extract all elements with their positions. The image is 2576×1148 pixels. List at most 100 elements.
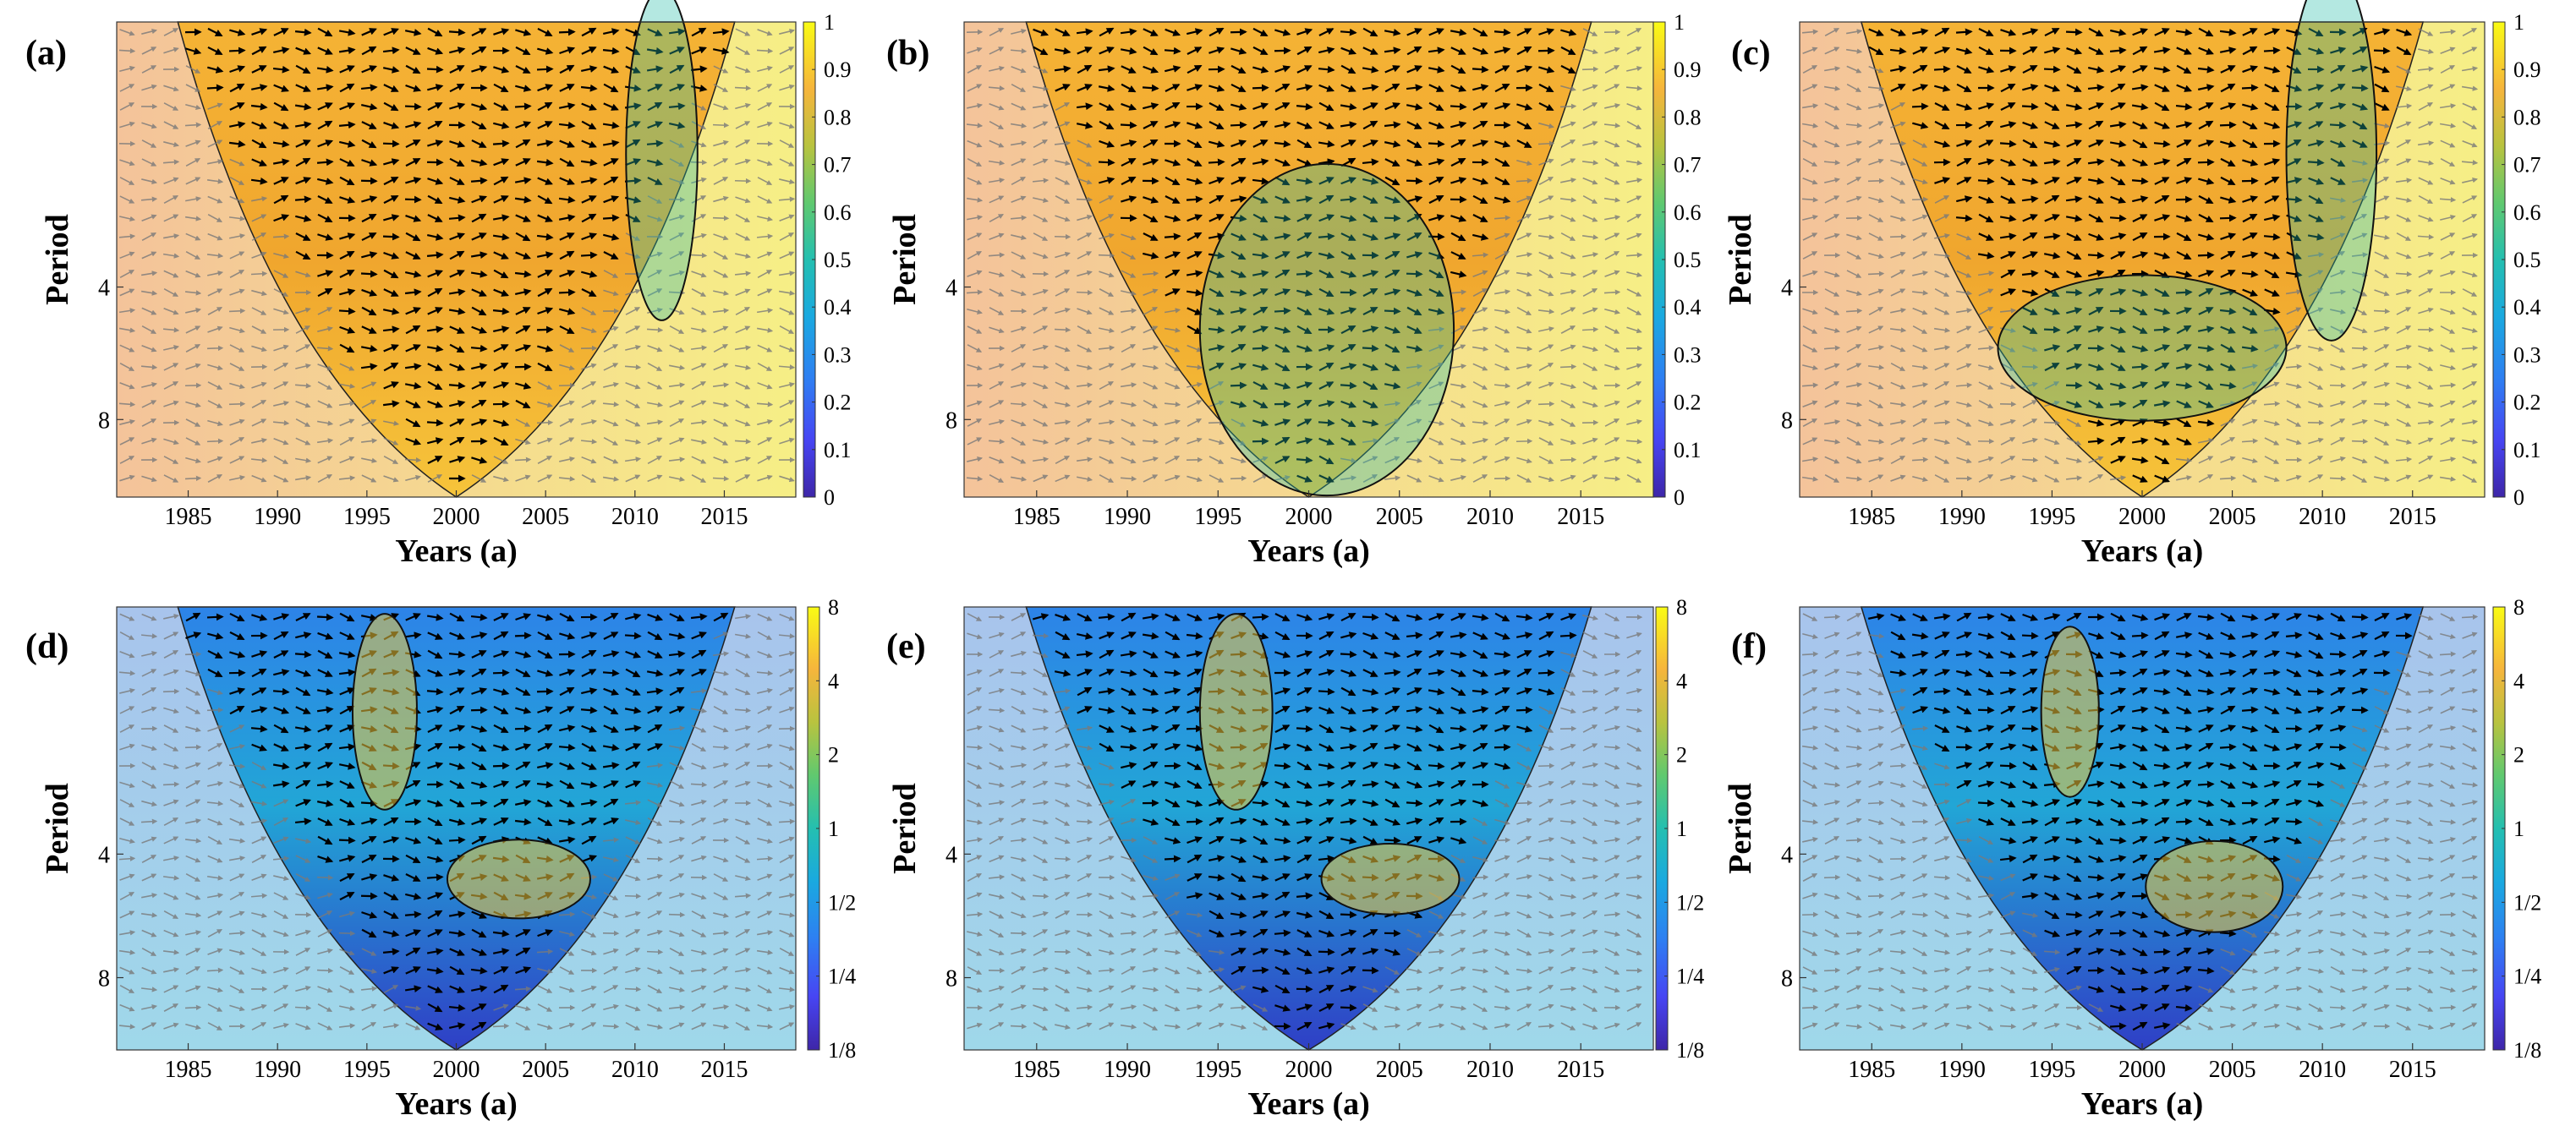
x-axis-label: Years (a) [395,1086,518,1122]
phase-arrow [383,122,400,129]
phase-arrow [2131,631,2149,640]
colorbar-tick-label: 1/8 [1676,1038,1704,1063]
phase-arrow [1054,856,1072,862]
phase-arrow [163,141,179,148]
phase-arrow [119,216,136,221]
phase-arrow [493,66,510,74]
phase-arrow [229,195,245,204]
phase-arrow [647,84,663,92]
phase-arrow [580,65,598,73]
phase-arrow [229,158,245,167]
phase-arrow [515,64,531,74]
x-tick-label: 2015 [700,504,748,530]
phase-arrow [757,121,773,128]
phase-arrow [690,159,708,166]
phase-arrow [713,84,729,92]
phase-arrow [1142,893,1159,899]
x-tick-label: 1985 [1848,1057,1895,1083]
phase-arrow [1010,930,1028,937]
phase-arrow [2395,271,2413,277]
y-tick-label: 8 [98,407,110,434]
phase-arrow [360,103,378,111]
phase-arrow [141,122,157,129]
phase-arrow [141,28,157,35]
phase-arrow [669,158,685,167]
phase-arrow [338,836,356,845]
phase-arrow [735,158,751,166]
phase-arrow [383,194,399,205]
phase-arrow [273,84,289,92]
colorbar-tick-label: 0.9 [2513,57,2541,82]
phase-arrow [580,158,598,167]
phase-arrow [1955,28,1973,36]
x-tick-label: 2010 [2299,504,2346,530]
x-tick-label: 1985 [1848,504,1895,530]
phase-arrow [471,139,487,148]
phase-arrow [537,47,554,55]
phase-arrow [162,781,180,788]
x-tick-label: 2005 [1376,504,1423,530]
phase-arrow [1186,817,1203,826]
phase-arrow [647,101,663,112]
phase-arrow [426,687,444,696]
phase-arrow [207,195,223,204]
phase-arrow [1845,837,1863,844]
phase-arrow [1032,986,1050,992]
phase-arrow [2329,650,2347,659]
phase-arrow [779,178,795,185]
colorbar-tick-label: 0.4 [1674,295,1702,320]
phase-arrow [514,986,532,992]
phase-arrow [734,85,752,91]
phase-arrow [228,139,246,148]
x-tick-label: 1985 [165,1057,212,1083]
phase-arrow [470,159,488,167]
phase-arrow [1120,121,1137,129]
phase-arrow [316,84,334,92]
phase-arrow [206,84,224,92]
colorbar-tick-label: 0.3 [824,342,852,367]
x-tick-label: 1990 [1938,1057,1986,1083]
phase-arrow [405,177,422,184]
phase-arrow [427,84,444,91]
phase-arrow [405,215,422,222]
phase-arrow [2219,929,2237,938]
phase-arrow [250,177,268,185]
phase-arrow [668,122,686,129]
phase-arrow [779,84,795,91]
x-tick-label: 1990 [1938,504,1986,530]
phase-arrow [581,195,597,204]
phase-arrow [119,65,135,73]
phase-arrow [250,102,268,111]
phase-arrow [581,139,597,148]
phase-arrow [2021,724,2039,733]
x-tick-label: 1985 [165,504,212,530]
x-tick-label: 2005 [522,1057,569,1083]
phase-arrow [294,1005,312,1011]
phase-arrow [2131,985,2149,993]
phase-arrow [602,214,620,222]
phase-arrow [514,363,532,371]
phase-arrow [2373,401,2391,407]
phase-arrow [581,27,597,37]
phase-arrow [558,195,576,204]
phase-arrow [273,177,289,185]
x-tick-label: 2000 [1285,1057,1333,1083]
phase-arrow [1164,232,1181,241]
x-tick-label: 1990 [254,1057,301,1083]
phase-arrow [184,1004,202,1010]
phase-arrow [1340,910,1357,919]
y-axis-label: Period [887,214,923,305]
phase-arrow [251,65,267,74]
y-tick-label: 4 [98,842,110,868]
phase-arrow [691,102,707,111]
phase-arrow [141,84,157,91]
phase-arrow [2021,102,2039,111]
phase-arrow [2175,817,2193,826]
phase-arrow [273,214,290,222]
panel-label: (a) [25,34,67,73]
phase-arrow [383,158,400,166]
phase-arrow [361,46,377,56]
y-axis-label: Period [1723,214,1758,305]
phase-arrow [184,122,202,128]
phase-arrow [382,232,400,241]
